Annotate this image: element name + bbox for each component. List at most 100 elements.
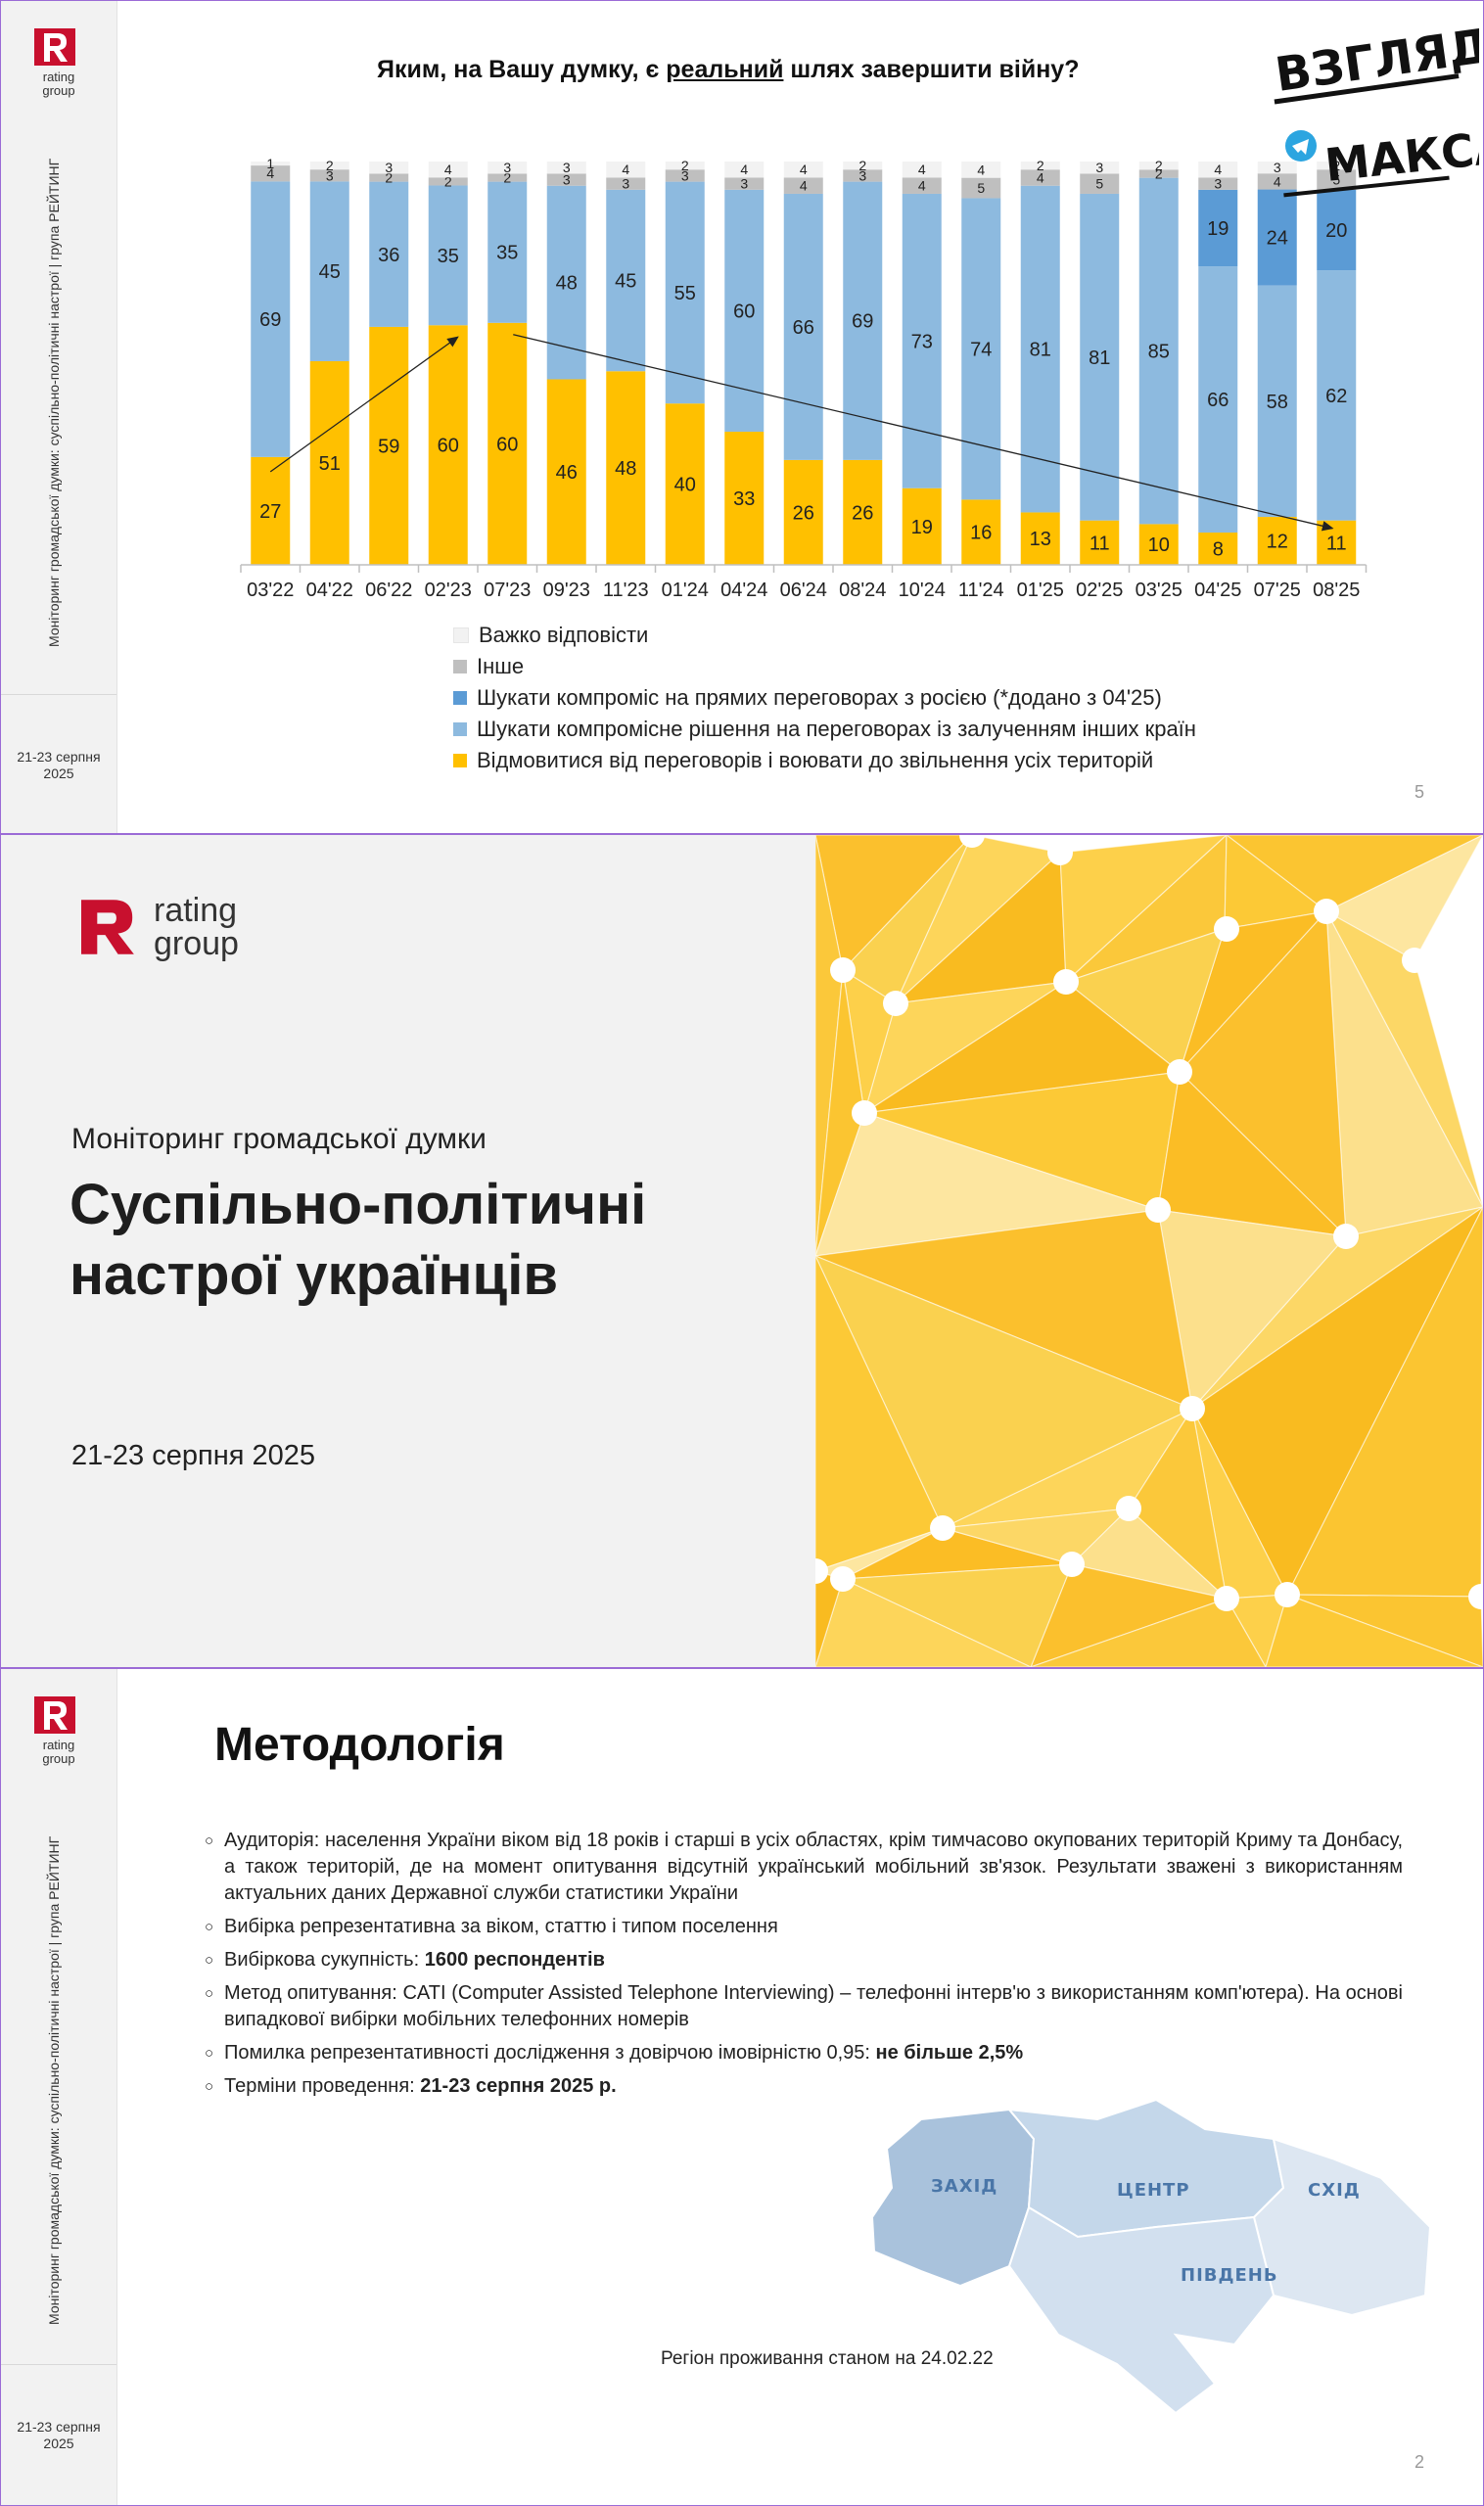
data-label: 11 [1326, 533, 1347, 554]
network-node [830, 1566, 856, 1592]
x-tick-label: 01'24 [662, 580, 709, 601]
x-tick-label: 07'23 [484, 580, 531, 601]
chart-title-post: шлях завершити війну? [783, 56, 1080, 83]
data-label: 66 [793, 317, 814, 339]
bar-segment [369, 162, 409, 174]
data-label: 27 [259, 501, 281, 523]
data-label: 62 [1325, 386, 1347, 407]
data-label: 8 [1213, 539, 1224, 561]
data-label: 2 [444, 173, 452, 189]
data-label: 4 [1214, 162, 1222, 177]
logo-text-group: group [42, 1751, 75, 1766]
data-label: 16 [970, 523, 992, 544]
data-label: 45 [615, 271, 636, 293]
data-label: 5 [1095, 176, 1103, 192]
page-number: 2 [1414, 2452, 1424, 2472]
data-label: 85 [1148, 342, 1170, 363]
legend-swatch [453, 691, 467, 705]
bar-segment [606, 189, 646, 372]
bar-segment [1257, 162, 1297, 174]
bar-segment [665, 403, 705, 565]
network-node [1053, 969, 1079, 995]
bar-segment [843, 169, 883, 182]
bar-segment [369, 173, 409, 182]
bar-segment [1317, 169, 1357, 190]
bar-segment [251, 181, 291, 457]
data-label: 4 [800, 178, 808, 194]
x-tick-label: 02'25 [1076, 580, 1123, 601]
subtitle: Моніторинг громадської думки [71, 1123, 487, 1155]
sidebar: rating group Моніторинг громадської думк… [1, 1, 117, 833]
map-label-center: ЦЕНТР [1117, 2180, 1190, 2201]
data-label: 3 [622, 176, 629, 192]
bar-segment [902, 487, 942, 565]
network-node [1314, 899, 1339, 924]
bar-segment [428, 325, 468, 565]
legend-swatch [453, 627, 469, 643]
network-triangle [1030, 1598, 1267, 1667]
bar-segment [1138, 169, 1179, 178]
data-label: 4 [977, 162, 985, 177]
data-label: 5 [977, 180, 985, 196]
bar-segment [843, 162, 883, 170]
title-panel: rating group Моніторинг громадської думк… [1, 835, 815, 1667]
data-label: 3 [1095, 160, 1103, 175]
item-text: Терміни проведення: [224, 2075, 421, 2097]
legend-item-fight: Відмовитися від переговорів і воювати до… [453, 745, 1196, 776]
bar-segment [783, 162, 823, 178]
methodology-list: Аудиторія: населення України віком від 1… [205, 1828, 1403, 2107]
main-title-line2: настрої українців [70, 1243, 558, 1307]
network-node [1116, 1496, 1141, 1521]
logo-text-group: group [154, 925, 239, 962]
sidebar-divider [1, 2364, 116, 2365]
bar-segment [1020, 512, 1060, 565]
legend-item-hard: Важко відповісти [453, 620, 1196, 651]
network-node [883, 991, 908, 1016]
bar-segment [487, 322, 528, 565]
map-region-south [1007, 2205, 1275, 2415]
data-label: 24 [1267, 228, 1288, 250]
map-region-west [870, 2108, 1036, 2288]
bar-segment [724, 177, 765, 190]
item-bold: 1600 респондентів [424, 1949, 605, 1971]
network-node [959, 835, 985, 848]
x-tick-label: 06'22 [365, 580, 412, 601]
legend-label: Шукати компроміс на прямих переговорах з… [477, 685, 1162, 710]
data-label: 60 [733, 301, 755, 322]
map-label-west: ЗАХІД [931, 2176, 997, 2197]
data-label: 69 [852, 311, 873, 333]
map-label-east: СХІД [1308, 2180, 1361, 2201]
data-label: 35 [496, 243, 518, 264]
data-label: 4 [1274, 173, 1281, 189]
data-label: 2 [385, 169, 393, 185]
data-label: 3 [740, 176, 748, 192]
page-number: 5 [1414, 782, 1424, 802]
x-tick-label: 06'24 [780, 580, 827, 601]
data-label: 66 [1207, 390, 1229, 411]
data-label: 3 [1274, 160, 1281, 175]
bar-segment [1020, 185, 1060, 513]
bar-segment [1198, 189, 1238, 267]
chart-title-pre: Яким, на Вашу думку, є [377, 56, 667, 83]
item-bold: 21-23 серпня 2025 р. [420, 2075, 617, 2097]
x-tick-label: 10'24 [899, 580, 946, 601]
bar-segment [309, 162, 349, 170]
data-label: 3 [326, 167, 334, 183]
x-tick-label: 03'22 [247, 580, 294, 601]
bar-segment [546, 173, 586, 186]
data-label: 20 [1325, 220, 1347, 242]
data-label: 73 [911, 331, 933, 352]
main-title: Суспільно-політичні настрої українців [70, 1170, 646, 1311]
logo-text-rating: rating [42, 70, 75, 84]
map-region-center [1006, 2100, 1285, 2239]
x-tick-label: 07'25 [1254, 580, 1301, 601]
sidebar-vertical-text: Моніторинг громадської думки: суспільно-… [46, 1835, 62, 2325]
chart-title: Яким, на Вашу думку, є реальний шлях зав… [377, 56, 1079, 84]
data-label: 2 [1037, 158, 1044, 173]
bar-segment [665, 169, 705, 182]
item-text: Аудиторія: населення України віком від 1… [224, 1830, 1403, 1904]
data-label: 2 [1155, 158, 1163, 173]
data-label: 3 [681, 167, 689, 183]
sidebar: rating group Моніторинг громадської думк… [1, 1669, 117, 2505]
data-label: 60 [438, 436, 459, 457]
